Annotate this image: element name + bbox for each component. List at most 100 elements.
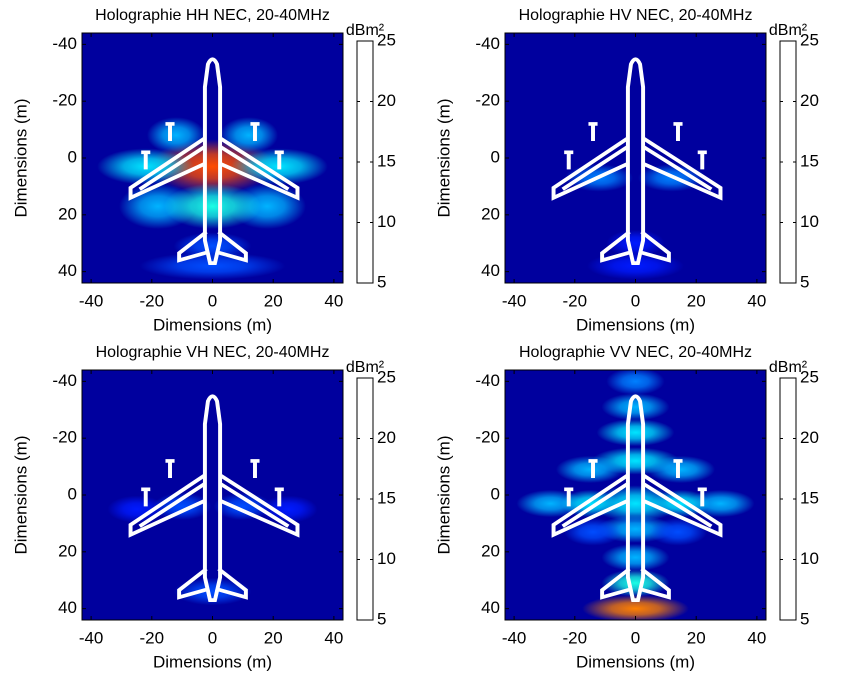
y-tick-label: 0 [68,484,77,503]
heat-blob [596,418,675,447]
colorbar-tick-label: 20 [800,428,819,447]
x-tick-label: -40 [502,291,527,310]
colorbar-tick-label: 5 [800,272,809,291]
colorbar-tick-label: 5 [377,272,386,291]
chart-title: Holographie HH NEC, 20-40MHz [95,7,330,24]
x-tick-label: -20 [140,628,165,647]
y-tick-label: -40 [475,371,500,390]
colorbar-tick-label: 5 [377,609,386,628]
x-tick-label: -20 [140,291,165,310]
y-tick-label: 40 [481,261,500,280]
colorbar-label: dBm² [346,22,385,39]
x-tick-label: 0 [631,628,640,647]
x-tick-label: 40 [324,628,343,647]
y-tick-label: 20 [481,204,500,223]
x-tick-label: 40 [747,291,766,310]
x-tick-label: 0 [208,291,217,310]
heatmap [516,370,755,620]
chart-title: Holographie VH NEC, 20-40MHz [96,344,330,361]
heat-blob [139,252,286,280]
colorbar-tick-label: 20 [800,91,819,110]
x-tick-label: -40 [79,291,104,310]
x-tick-label: 0 [631,291,640,310]
chart-title: Holographie HV NEC, 20-40MHz [519,7,753,24]
x-axis-label: Dimensions (m) [153,652,272,671]
heat-blob [563,518,623,546]
heatmap [551,57,723,280]
x-tick-label: -20 [563,291,588,310]
colorbar-tick-label: 25 [377,30,396,49]
heat-blob [606,370,665,395]
x-tick-label: 40 [324,291,343,310]
colorbar-tick-label: 10 [800,549,819,568]
heat-blob [648,518,708,546]
y-tick-label: -40 [475,34,500,53]
colorbar-tick-label: 10 [800,212,819,231]
y-axis-label: Dimensions (m) [434,98,453,217]
heat-blob [601,543,670,572]
x-tick-label: -40 [79,628,104,647]
y-tick-label: 40 [58,261,77,280]
x-axis-label: Dimensions (m) [576,315,695,334]
y-tick-label: 0 [68,147,77,166]
heat-blob [219,117,279,154]
y-axis-label: Dimensions (m) [434,435,453,554]
x-tick-label: -20 [563,628,588,647]
colorbar-tick-label: 25 [800,367,819,386]
heat-blob [163,183,262,230]
x-tick-label: 20 [687,628,706,647]
x-tick-label: 20 [264,628,283,647]
colorbar-tick-label: 5 [800,609,809,628]
colorbar-tick-label: 20 [377,91,396,110]
y-tick-label: -20 [52,428,77,447]
y-tick-label: 20 [58,204,77,223]
y-tick-label: 20 [481,541,500,560]
x-tick-label: 20 [687,291,706,310]
heat-blob [173,577,252,606]
y-tick-label: 0 [491,147,500,166]
colorbar-tick-label: 15 [800,488,819,507]
heat-blob [555,455,624,484]
heat-blob [647,455,716,484]
y-tick-label: -20 [52,91,77,110]
colorbar-tick-label: 25 [800,30,819,49]
y-tick-label: 20 [58,541,77,560]
colorbar-tick-label: 20 [377,428,396,447]
x-tick-label: 40 [747,628,766,647]
colorbar-label: dBm² [769,22,808,39]
colorbar-label: dBm² [346,359,385,376]
heat-blob [107,495,166,523]
x-tick-label: -40 [502,628,527,647]
y-tick-label: 40 [58,598,77,617]
heat-blob [582,595,689,620]
colorbar-tick-label: 15 [377,488,396,507]
heatmap [107,394,318,606]
chart-title: Holographie VV NEC, 20-40MHz [519,344,752,361]
heat-blob [601,393,670,421]
x-tick-label: 20 [264,291,283,310]
colorbar-tick-label: 15 [800,151,819,170]
y-tick-label: 40 [481,598,500,617]
colorbar-tick-label: 10 [377,549,396,568]
y-axis-label: Dimensions (m) [11,98,30,217]
y-tick-label: 0 [491,484,500,503]
x-axis-label: Dimensions (m) [153,315,272,334]
heatmap [97,57,328,280]
colorbar-tick-label: 10 [377,212,396,231]
y-axis-label: Dimensions (m) [11,435,30,554]
y-tick-label: -20 [475,428,500,447]
y-tick-label: -20 [475,91,500,110]
x-axis-label: Dimensions (m) [576,652,695,671]
colorbar-tick-label: 25 [377,367,396,386]
y-tick-label: -40 [52,371,77,390]
colorbar-tick-label: 15 [377,151,396,170]
colorbar-label: dBm² [769,359,808,376]
heat-blob [146,117,206,154]
x-tick-label: 0 [208,628,217,647]
y-tick-label: -40 [52,34,77,53]
